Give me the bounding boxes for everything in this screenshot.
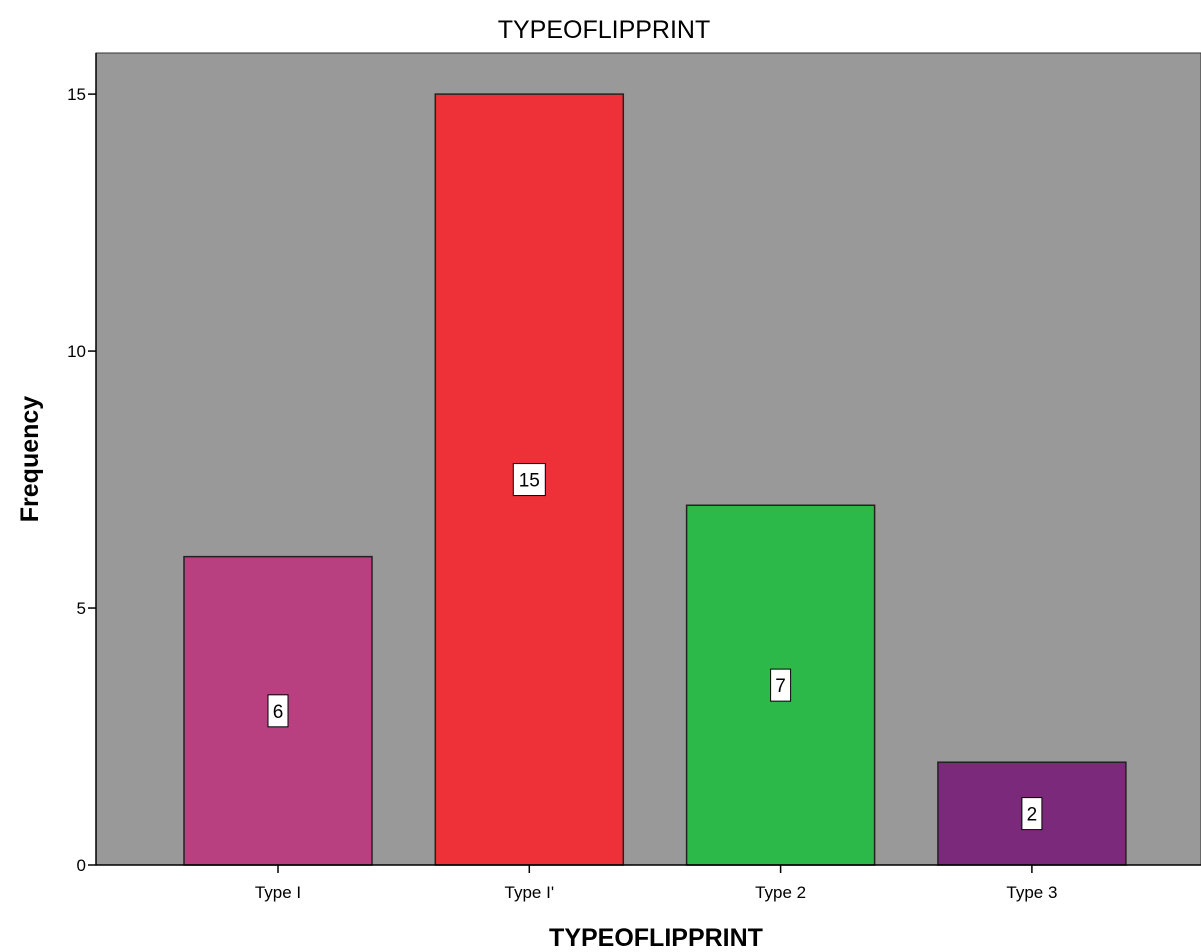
x-tick-label: Type I xyxy=(255,883,301,902)
data-label-box xyxy=(267,694,289,728)
data-label-box xyxy=(512,463,546,497)
y-tick-label: 5 xyxy=(77,599,86,618)
data-label-box xyxy=(770,668,792,702)
chart-title: TYPEOFLIPPRINT xyxy=(498,16,711,44)
x-tick-label: Type 2 xyxy=(755,883,806,902)
data-label: 6 xyxy=(273,702,284,723)
x-axis-title: TYPEOFLIPPRINT xyxy=(549,924,763,952)
data-label: 7 xyxy=(775,676,786,697)
y-axis-title: Frequency xyxy=(16,396,44,523)
data-label-box xyxy=(1021,797,1043,831)
y-tick-label: 0 xyxy=(77,856,86,875)
data-label: 2 xyxy=(1027,805,1038,826)
data-labels-group: 6 15 7 2 xyxy=(267,463,1043,831)
x-tick-label: Type 3 xyxy=(1006,883,1057,902)
data-label: 15 xyxy=(519,471,540,492)
y-tick-label: 10 xyxy=(67,342,86,361)
y-tick-label: 15 xyxy=(67,85,86,104)
y-axis: 0 5 10 15 xyxy=(67,53,97,875)
x-tick-label: Type I' xyxy=(505,883,555,902)
x-axis: Type I Type I' Type 2 Type 3 xyxy=(96,864,1201,902)
